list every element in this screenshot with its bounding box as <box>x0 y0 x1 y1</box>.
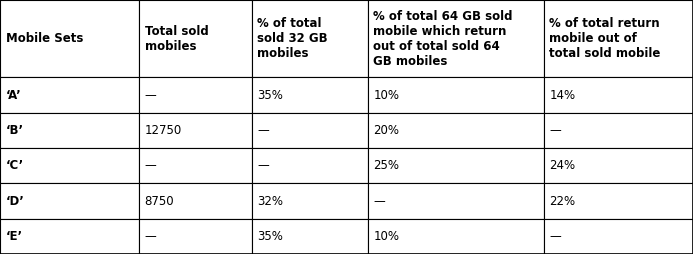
Bar <box>544 77 693 113</box>
Bar <box>252 113 368 148</box>
Bar <box>139 113 252 148</box>
Bar <box>139 183 252 219</box>
Text: —: — <box>145 159 157 172</box>
Text: 10%: 10% <box>374 89 399 102</box>
Bar <box>368 77 544 113</box>
Bar <box>368 148 544 183</box>
Bar <box>0 183 139 219</box>
Text: % of total
sold 32 GB
mobiles: % of total sold 32 GB mobiles <box>257 17 328 60</box>
Text: 22%: 22% <box>550 195 576 208</box>
Bar <box>368 183 544 219</box>
Bar <box>252 0 368 77</box>
Bar <box>0 113 139 148</box>
Bar <box>544 113 693 148</box>
Text: ‘A’: ‘A’ <box>6 89 21 102</box>
Text: —: — <box>257 124 269 137</box>
Text: 32%: 32% <box>257 195 283 208</box>
Bar <box>139 0 252 77</box>
Bar <box>139 219 252 254</box>
Bar <box>544 148 693 183</box>
Text: Mobile Sets: Mobile Sets <box>6 32 83 45</box>
Text: —: — <box>374 195 385 208</box>
Text: ‘E’: ‘E’ <box>6 230 23 243</box>
Bar <box>368 113 544 148</box>
Bar <box>544 183 693 219</box>
Text: 35%: 35% <box>257 230 283 243</box>
Bar <box>139 77 252 113</box>
Text: % of total return
mobile out of
total sold mobile: % of total return mobile out of total so… <box>550 17 661 60</box>
Text: % of total 64 GB sold
mobile which return
out of total sold 64
GB mobiles: % of total 64 GB sold mobile which retur… <box>374 10 513 68</box>
Text: —: — <box>145 89 157 102</box>
Text: —: — <box>550 124 561 137</box>
Bar <box>368 219 544 254</box>
Text: 25%: 25% <box>374 159 399 172</box>
Bar <box>0 0 139 77</box>
Bar <box>252 77 368 113</box>
Bar <box>252 183 368 219</box>
Bar <box>368 0 544 77</box>
Bar <box>0 219 139 254</box>
Text: 24%: 24% <box>550 159 576 172</box>
Bar <box>0 77 139 113</box>
Text: ‘C’: ‘C’ <box>6 159 24 172</box>
Bar <box>139 148 252 183</box>
Text: 14%: 14% <box>550 89 576 102</box>
Text: 20%: 20% <box>374 124 399 137</box>
Text: 8750: 8750 <box>145 195 174 208</box>
Text: ‘D’: ‘D’ <box>6 195 24 208</box>
Text: —: — <box>550 230 561 243</box>
Bar <box>0 148 139 183</box>
Text: —: — <box>257 159 269 172</box>
Text: Total sold
mobiles: Total sold mobiles <box>145 25 209 53</box>
Text: 10%: 10% <box>374 230 399 243</box>
Text: 35%: 35% <box>257 89 283 102</box>
Bar <box>252 219 368 254</box>
Bar <box>252 148 368 183</box>
Text: ‘B’: ‘B’ <box>6 124 24 137</box>
Bar <box>544 219 693 254</box>
Text: 12750: 12750 <box>145 124 182 137</box>
Text: —: — <box>145 230 157 243</box>
Bar <box>544 0 693 77</box>
